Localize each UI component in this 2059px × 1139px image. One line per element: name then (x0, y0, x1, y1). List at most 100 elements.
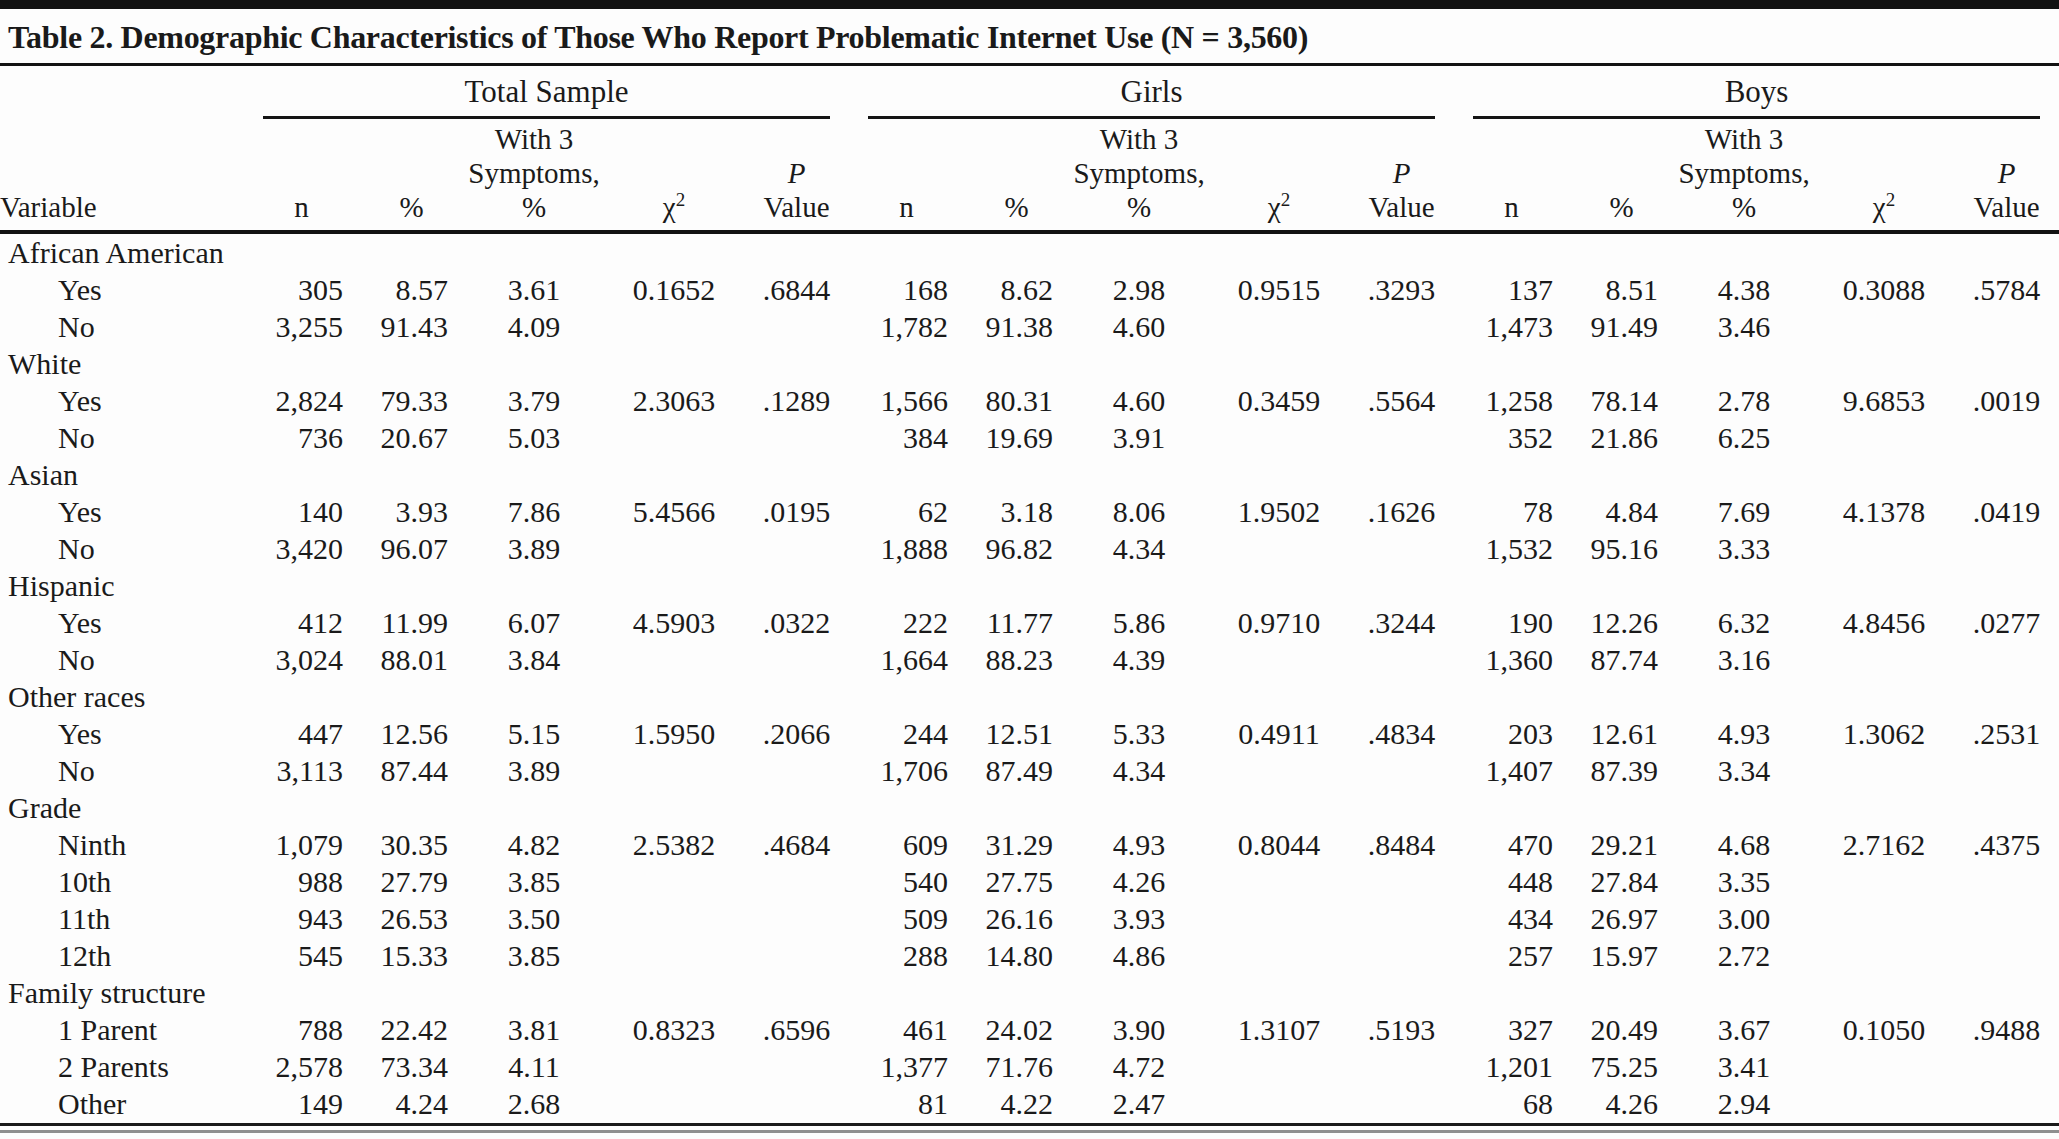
cell (1954, 419, 2059, 456)
cell: 7.86 (464, 493, 604, 530)
row-label: African American (0, 232, 244, 271)
cell (464, 789, 604, 826)
cell: 1,566 (849, 382, 964, 419)
cell: 15.33 (359, 937, 464, 974)
category-row: African American (0, 232, 2059, 271)
cell: 1,664 (849, 641, 964, 678)
cell: 4.34 (1069, 752, 1209, 789)
p-label: P (744, 156, 849, 190)
cell (604, 567, 744, 604)
cell (744, 419, 849, 456)
cell (604, 937, 744, 974)
cell (1454, 232, 1569, 271)
cell (464, 456, 604, 493)
cell (1069, 456, 1209, 493)
cell: 2.72 (1674, 937, 1814, 974)
cell: 3.93 (359, 493, 464, 530)
cell: 2.94 (1674, 1085, 1814, 1122)
row-label: Yes (0, 271, 244, 308)
cell (964, 232, 1069, 271)
table-row: Ninth1,07930.354.822.5382.468460931.294.… (0, 826, 2059, 863)
group-header-total-sample: Total Sample (244, 66, 849, 120)
cell: 1.3062 (1814, 715, 1954, 752)
cell: 30.35 (359, 826, 464, 863)
cell (964, 456, 1069, 493)
cell (1954, 641, 2059, 678)
demographics-table: Total Sample Girls Boys Variable n % Wit… (0, 66, 2059, 1122)
cell: 4.8456 (1814, 604, 1954, 641)
cell: .6596 (744, 1011, 849, 1048)
cell: 4.22 (964, 1085, 1069, 1122)
cell: 71.76 (964, 1048, 1069, 1085)
cell: 434 (1454, 900, 1569, 937)
cell (1209, 974, 1349, 1011)
cell: 288 (849, 937, 964, 974)
cell (1209, 789, 1349, 826)
cell (1814, 456, 1954, 493)
table-title-block: Table 2. Demographic Characteristics of … (0, 9, 2059, 66)
cell (604, 752, 744, 789)
cell: 68 (1454, 1085, 1569, 1122)
cell: 3.35 (1674, 863, 1814, 900)
cell (849, 345, 964, 382)
cell: 1,360 (1454, 641, 1569, 678)
cell: 12.26 (1569, 604, 1674, 641)
cell: 14.80 (964, 937, 1069, 974)
col-header-girls-symptoms-pct: With 3 Symptoms, % (1069, 120, 1209, 232)
cell: 0.1050 (1814, 1011, 1954, 1048)
p-label: P (1349, 156, 1454, 190)
row-label: Other (0, 1085, 244, 1122)
group-header-spacer (0, 66, 244, 120)
cell: 8.62 (964, 271, 1069, 308)
row-label: Hispanic (0, 567, 244, 604)
cell: 2.5382 (604, 826, 744, 863)
cell: 27.79 (359, 863, 464, 900)
cell: 1,888 (849, 530, 964, 567)
cell: 0.8044 (1209, 826, 1349, 863)
cell: 2,824 (244, 382, 359, 419)
cell: .9488 (1954, 1011, 2059, 1048)
cell: 2.7162 (1814, 826, 1954, 863)
cell (849, 567, 964, 604)
cell: 3.50 (464, 900, 604, 937)
cell: 1,782 (849, 308, 964, 345)
cell: 0.8323 (604, 1011, 744, 1048)
cell: .0322 (744, 604, 849, 641)
cell: 12.56 (359, 715, 464, 752)
cell: 20.49 (1569, 1011, 1674, 1048)
col-header-girls-n: n (849, 120, 964, 232)
cell: 540 (849, 863, 964, 900)
table-row: No3,42096.073.891,88896.824.341,53295.16… (0, 530, 2059, 567)
cell: .4684 (744, 826, 849, 863)
cell (1674, 974, 1814, 1011)
cell (1954, 530, 2059, 567)
cell (1954, 1048, 2059, 1085)
table-row: 11th94326.533.5050926.163.9343426.973.00 (0, 900, 2059, 937)
cell: 3.90 (1069, 1011, 1209, 1048)
cell: 5.15 (464, 715, 604, 752)
cell (1349, 1085, 1454, 1122)
cell (744, 974, 849, 1011)
cell (604, 232, 744, 271)
cell (604, 641, 744, 678)
cell (1209, 752, 1349, 789)
cell (744, 1085, 849, 1122)
cell (744, 863, 849, 900)
cell: .5784 (1954, 271, 2059, 308)
cell: 327 (1454, 1011, 1569, 1048)
cell (1349, 232, 1454, 271)
group-label-girls: Girls (868, 74, 1435, 119)
cell: 6.32 (1674, 604, 1814, 641)
cell: 4.93 (1069, 826, 1209, 863)
col-header-total-p-value: PValue (744, 120, 849, 232)
bottom-rule-primary (0, 1123, 2059, 1126)
cell: 21.86 (1569, 419, 1674, 456)
cell: .3244 (1349, 604, 1454, 641)
cell (244, 232, 359, 271)
cell (1954, 456, 2059, 493)
table-row: 10th98827.793.8554027.754.2644827.843.35 (0, 863, 2059, 900)
cell: 29.21 (1569, 826, 1674, 863)
p-label: P (1954, 156, 2059, 190)
cell (1209, 678, 1349, 715)
cell (1349, 900, 1454, 937)
